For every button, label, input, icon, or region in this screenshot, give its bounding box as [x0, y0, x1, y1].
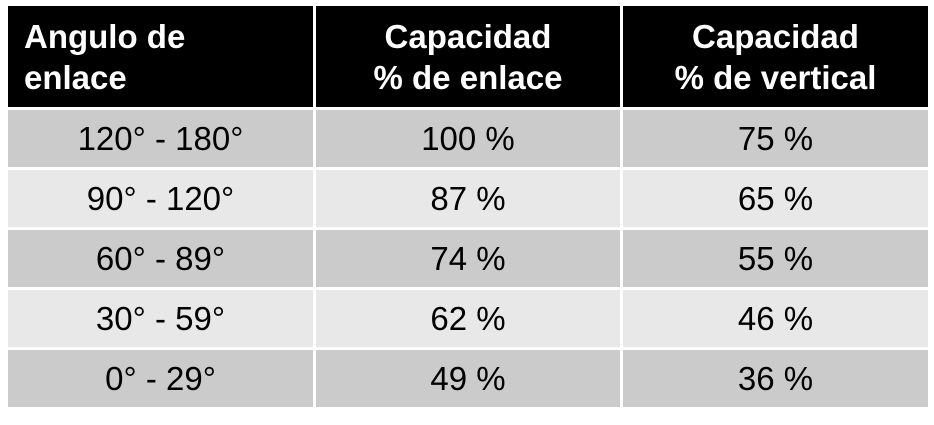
header-text: % de vertical — [674, 58, 877, 96]
table-cell: 90° - 120° — [8, 170, 313, 227]
table-cell: 49 % — [316, 350, 620, 407]
header-text: % de enlace — [373, 58, 563, 96]
header-cell: Capacidad% de enlace — [316, 6, 620, 107]
table-cell: 46 % — [623, 290, 928, 347]
table-cell: 74 % — [316, 230, 620, 287]
header-text: Angulo de — [24, 17, 186, 55]
table-cell: 87 % — [316, 170, 620, 227]
header-cell: Angulo de enlace — [8, 6, 313, 107]
table-cell: 100 % — [316, 110, 620, 167]
table-cell: 55 % — [623, 230, 928, 287]
table-cell: 62 % — [316, 290, 620, 347]
header-text: Capacidad — [692, 17, 859, 55]
table-cell: 0° - 29° — [8, 350, 313, 407]
table-cell: 36 % — [623, 350, 928, 407]
table-cell: 30° - 59° — [8, 290, 313, 347]
table-cell: 65 % — [623, 170, 928, 227]
table-cell: 120° - 180° — [8, 110, 313, 167]
header-text: enlace — [24, 58, 127, 96]
header-text: Capacidad — [384, 17, 552, 55]
table-cell: 75 % — [623, 110, 928, 167]
header-cell: Capacidad% de vertical — [623, 6, 928, 107]
capacity-table: Angulo de enlace Capacidad% de enlace Capac… — [8, 6, 928, 407]
table-cell: 60° - 89° — [8, 230, 313, 287]
